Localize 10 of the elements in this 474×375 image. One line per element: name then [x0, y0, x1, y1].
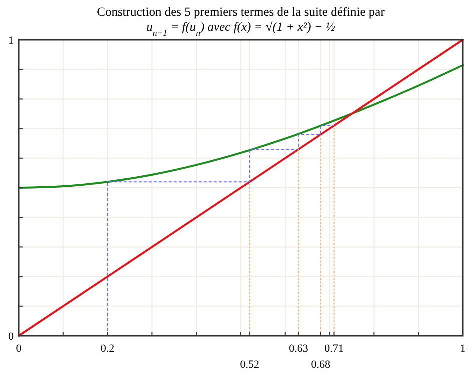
chart-subtitle: u$_{n+1}$ = f(u$_{n}$) avec f(x) = √(1 + x²) − ½ — [146, 20, 336, 38]
x-tick-label: 0.63 — [289, 343, 309, 355]
annotation: 0.68 — [311, 359, 332, 371]
chart-title: Construction des 5 premiers termes de la suite définie par — [97, 5, 386, 19]
x-tick-label: 1 — [460, 343, 466, 355]
x-tick-label: 0.71 — [324, 343, 344, 355]
x-tick-label: 0.2 — [100, 343, 115, 355]
line-series — [18, 64, 464, 189]
x-tick-label: 0 — [16, 343, 22, 355]
annotation: 0.52 — [240, 359, 260, 371]
